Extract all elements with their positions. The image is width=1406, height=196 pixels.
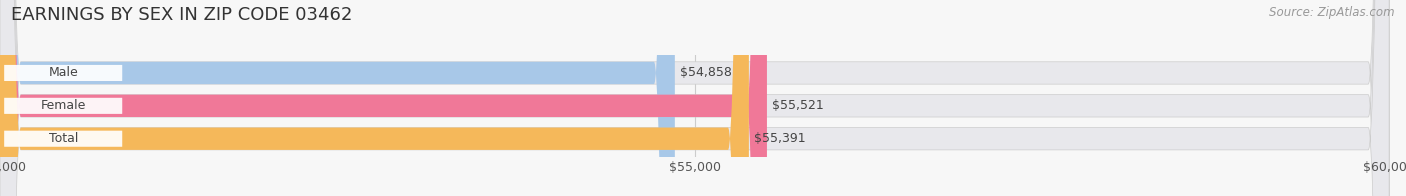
Text: $55,521: $55,521 xyxy=(772,99,824,112)
Text: $55,391: $55,391 xyxy=(755,132,806,145)
FancyBboxPatch shape xyxy=(4,131,122,147)
FancyBboxPatch shape xyxy=(4,65,122,81)
Text: $54,858: $54,858 xyxy=(681,66,733,79)
Text: Total: Total xyxy=(49,132,77,145)
Text: Source: ZipAtlas.com: Source: ZipAtlas.com xyxy=(1270,6,1395,19)
Text: EARNINGS BY SEX IN ZIP CODE 03462: EARNINGS BY SEX IN ZIP CODE 03462 xyxy=(11,6,353,24)
FancyBboxPatch shape xyxy=(0,0,766,196)
FancyBboxPatch shape xyxy=(4,98,122,114)
Text: Male: Male xyxy=(48,66,79,79)
FancyBboxPatch shape xyxy=(0,0,675,196)
FancyBboxPatch shape xyxy=(0,0,749,196)
Text: Female: Female xyxy=(41,99,86,112)
